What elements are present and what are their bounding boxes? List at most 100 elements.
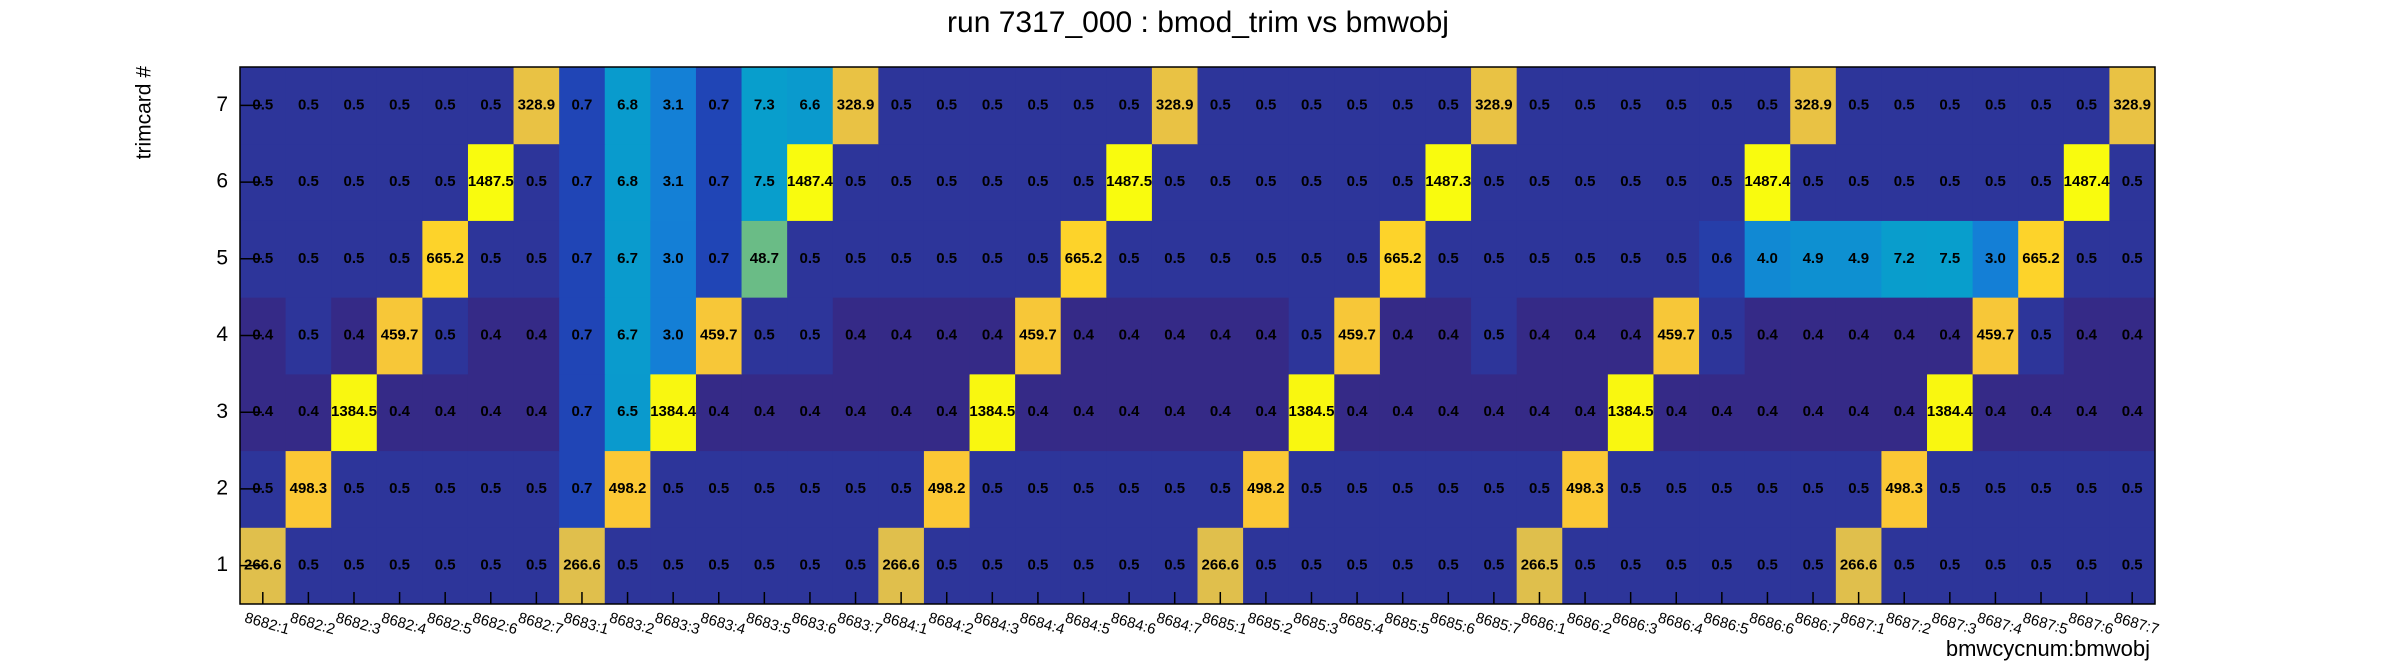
cell-label: 0.5 — [1392, 173, 1413, 190]
x-tick-label: 8682:2 — [288, 609, 337, 638]
heatmap-cell — [1197, 450, 1244, 528]
cell-label: 0.5 — [1575, 557, 1596, 574]
cell-label: 0.4 — [1438, 326, 1460, 343]
cell-label: 0.5 — [1803, 557, 1824, 574]
heatmap-cell — [1425, 67, 1472, 145]
cell-label: 0.5 — [617, 557, 638, 574]
heatmap-cell — [969, 297, 1016, 375]
heatmap-cell — [559, 450, 606, 528]
heatmap-cell — [467, 297, 515, 375]
heatmap-cell — [604, 527, 651, 605]
heatmap-cell — [1471, 297, 1518, 375]
cell-label: 0.5 — [1255, 557, 1276, 574]
heatmap-cell — [787, 220, 834, 298]
cell-label: 0.5 — [435, 96, 456, 113]
cell-label: 0.5 — [1027, 480, 1048, 497]
heatmap-cell — [1835, 527, 1882, 605]
cell-label: 3.1 — [663, 96, 684, 113]
heatmap-cell — [2109, 67, 2156, 145]
cell-label: 266.6 — [1840, 557, 1878, 574]
heatmap-cell — [1425, 220, 1472, 298]
heatmap-cell — [422, 67, 469, 145]
cell-label: 0.5 — [1301, 557, 1322, 574]
cell-label: 0.4 — [1119, 403, 1141, 420]
cell-label: 0.7 — [708, 250, 729, 267]
heatmap-cell — [1288, 297, 1335, 375]
heatmap-cell — [467, 143, 515, 221]
heatmap-cell — [513, 143, 560, 221]
cell-label: 6.8 — [617, 173, 638, 190]
cell-label: 0.5 — [2031, 173, 2052, 190]
heatmap-cell — [513, 373, 560, 452]
cell-label: 1384.4 — [1927, 403, 1974, 420]
heatmap-cell — [1151, 527, 1198, 605]
heatmap-cell — [1972, 373, 2019, 452]
cell-label: 0.5 — [1119, 96, 1140, 113]
x-tick-label: 8684:5 — [1063, 609, 1112, 638]
heatmap-cell — [422, 450, 469, 528]
cell-label: 0.5 — [2031, 480, 2052, 497]
cell-label: 0.5 — [1939, 173, 1960, 190]
x-tick-label: 8687:6 — [2066, 609, 2115, 638]
cell-label: 0.5 — [526, 250, 547, 267]
cell-label: 0.5 — [344, 173, 365, 190]
cell-label: 0.5 — [936, 250, 957, 267]
cell-label: 498.3 — [1885, 480, 1923, 497]
cell-label: 0.5 — [389, 173, 410, 190]
heatmap-cell — [1106, 450, 1153, 528]
cell-label: 0.5 — [1529, 480, 1550, 497]
heatmap-cell — [1699, 297, 1746, 375]
heatmap-cell — [285, 143, 332, 221]
heatmap-cell — [923, 143, 971, 221]
cell-label: 0.5 — [2076, 557, 2097, 574]
cell-label: 0.4 — [2122, 403, 2144, 420]
cell-label: 1384.5 — [331, 403, 377, 420]
heatmap-cell — [695, 67, 743, 145]
heatmap-cell — [1699, 527, 1746, 605]
cell-label: 1487.5 — [1106, 173, 1152, 190]
x-axis-label: bmwcycnum:bmwobj — [1946, 636, 2150, 661]
heatmap-cell — [923, 373, 971, 452]
heatmap-cell — [1060, 220, 1107, 298]
x-tick-label: 8687:7 — [2112, 609, 2161, 638]
heatmap-cell — [1653, 450, 1700, 528]
heatmap-cell — [1972, 67, 2019, 145]
cell-label: 0.5 — [2122, 250, 2143, 267]
x-tick-label: 8683:4 — [699, 609, 748, 638]
cell-label: 0.5 — [1985, 557, 2006, 574]
cell-label: 3.0 — [663, 326, 684, 343]
x-tick-label: 8685:5 — [1382, 609, 1431, 638]
heatmap-cell — [1927, 450, 1974, 528]
cell-label: 6.7 — [617, 250, 638, 267]
x-tick-label: 8687:1 — [1838, 609, 1887, 638]
cell-label: 0.5 — [1483, 557, 1504, 574]
x-tick-label: 8682:6 — [471, 609, 520, 638]
y-tick-label: 1 — [216, 553, 228, 576]
cell-label: 0.5 — [1347, 173, 1368, 190]
heatmap-cell — [1744, 373, 1791, 452]
heatmap-cell — [1060, 450, 1107, 528]
cell-label: 0.5 — [344, 557, 365, 574]
heatmap-cell — [1881, 67, 1928, 145]
heatmap-cell — [467, 373, 515, 452]
cell-label: 0.5 — [2122, 480, 2143, 497]
heatmap-cell — [2063, 297, 2110, 375]
cell-label: 0.5 — [754, 557, 775, 574]
cell-label: 0.5 — [754, 326, 775, 343]
heatmap-cell — [1425, 373, 1472, 452]
heatmap-cell — [1516, 297, 1563, 375]
heatmap-cell — [1516, 143, 1563, 221]
heatmap-cell — [1243, 220, 1290, 298]
heatmap-cell — [1151, 373, 1198, 452]
heatmap-cell — [1425, 527, 1472, 605]
heatmap-cell — [1197, 220, 1244, 298]
heatmap-cell — [1471, 373, 1518, 452]
cell-label: 0.5 — [1301, 326, 1322, 343]
heatmap-cell — [832, 220, 879, 298]
cell-label: 0.5 — [1620, 173, 1641, 190]
heatmap-cell — [923, 527, 971, 605]
heatmap-cell — [513, 220, 560, 298]
heatmap-cell — [1653, 527, 1700, 605]
cell-label: 0.5 — [936, 173, 957, 190]
